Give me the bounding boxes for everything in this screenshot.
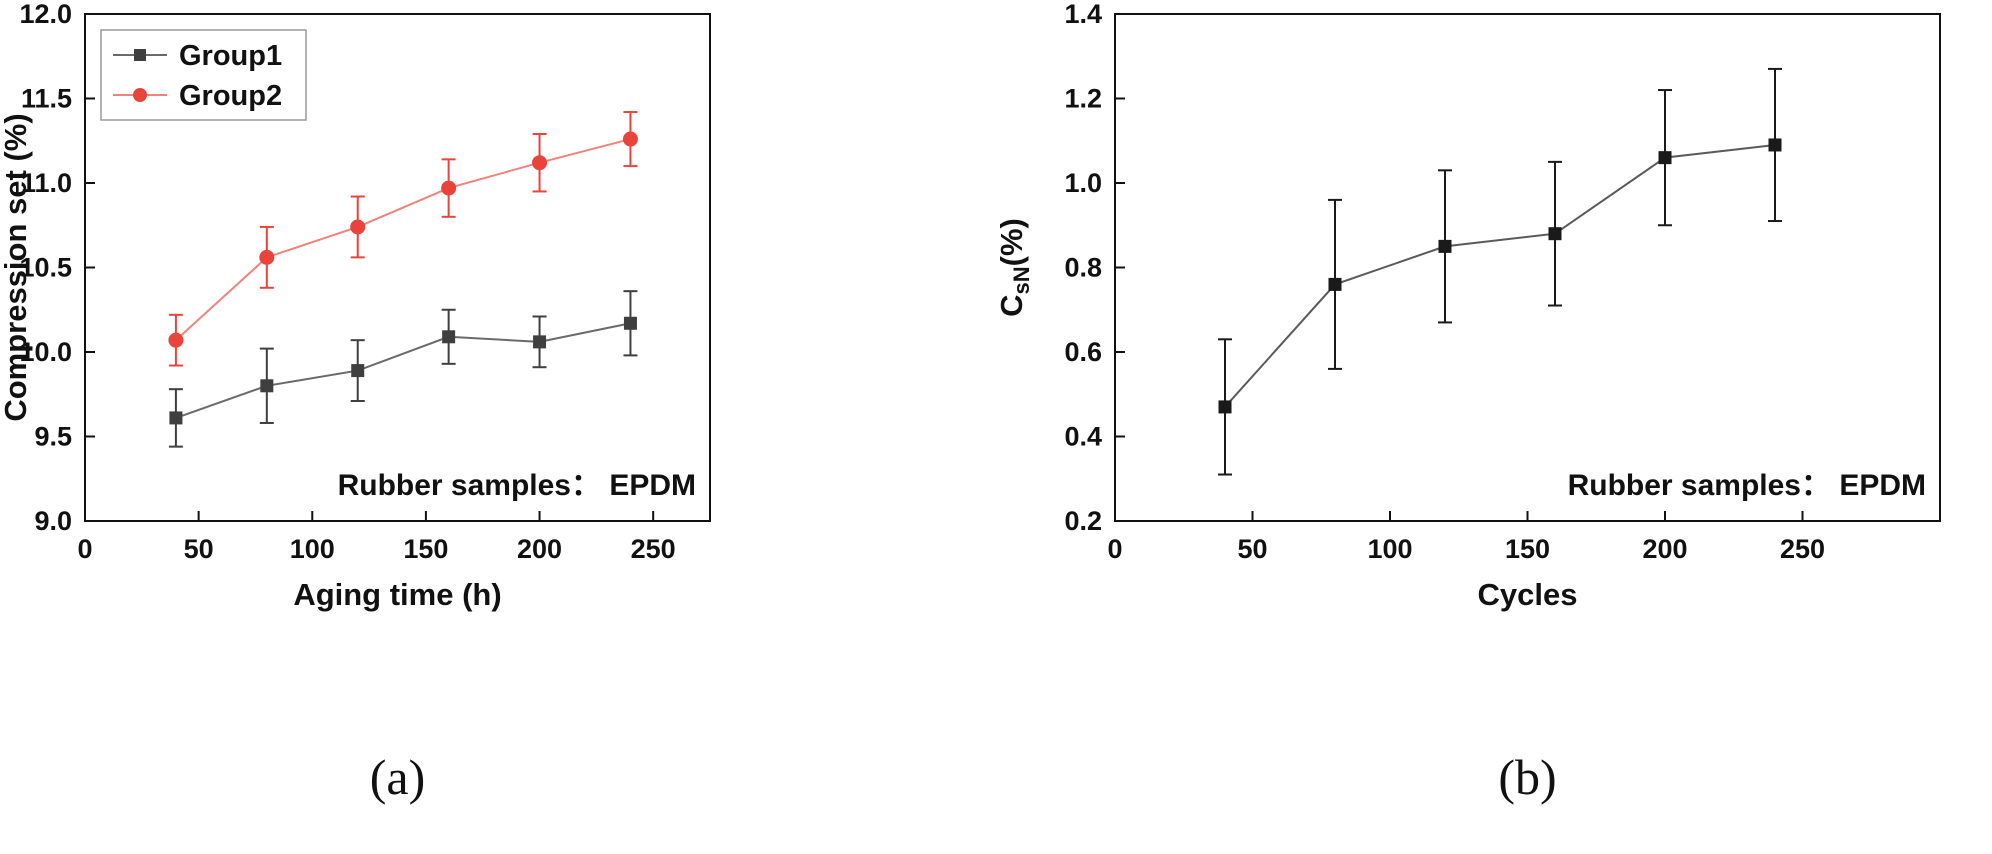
square-marker [1768, 138, 1782, 152]
x-tick-label: 250 [1780, 534, 1825, 564]
y-tick-label: 1.2 [1064, 84, 1102, 114]
square-marker [260, 379, 274, 393]
square-marker [1658, 151, 1672, 165]
legend-label: Group2 [179, 80, 282, 112]
y-tick-label: 10.5 [19, 253, 72, 283]
caption-a: (a) [369, 749, 426, 805]
y-tick-label: 0.8 [1064, 253, 1102, 283]
x-tick-label: 200 [1642, 534, 1687, 564]
plot-frame [1114, 13, 1941, 522]
x-axis-label: Aging time (h) [293, 577, 501, 612]
legend-square-marker-icon [134, 49, 146, 61]
series-Group1 [168, 290, 638, 448]
chart-b-canvas: 0 50 100 150 200 250 0.2 0.4 0.6 0.8 1.0 1.2 1.4 Cycl… [996, 0, 1941, 612]
chart-panel-a: 0 50 100 150 200 250 9.0 9.5 10.0 10.5 11.0 11.5 12.… [0, 0, 711, 805]
circle-marker [259, 249, 275, 265]
y-tick-label: 9.5 [34, 422, 72, 452]
y-tick-label: 12.0 [19, 0, 72, 29]
x-tick-label: 0 [77, 534, 92, 564]
legend: Group1 Group2 [100, 29, 307, 121]
series-line [175, 138, 631, 341]
square-marker [1438, 239, 1452, 253]
legend-box [100, 29, 307, 121]
x-tick-label: 100 [290, 534, 335, 564]
square-marker [442, 330, 456, 344]
circle-marker [441, 180, 457, 196]
y-tick-label: 10.0 [19, 337, 72, 367]
y-tick-label: 0.2 [1064, 506, 1102, 536]
annotation-rubber-samples: Rubber samples： EPDM [1568, 469, 1926, 502]
chart-a-canvas: 0 50 100 150 200 250 9.0 9.5 10.0 10.5 11.0 11.5 12.… [0, 0, 711, 612]
x-axis-label: Cycles [1478, 577, 1578, 612]
series-Group2 [168, 111, 638, 367]
x-tick-label: 50 [1237, 534, 1267, 564]
square-marker [623, 316, 637, 330]
x-tick-label: 0 [1107, 534, 1122, 564]
legend-label: Group1 [179, 40, 282, 72]
x-tick-label: 150 [1505, 534, 1550, 564]
square-marker [533, 335, 547, 349]
caption-b: (b) [1498, 749, 1557, 805]
y-tick-label: 9.0 [34, 506, 72, 536]
x-tick-label: 50 [184, 534, 214, 564]
square-marker [1548, 227, 1562, 241]
axes: 0 50 100 150 200 250 9.0 9.5 10.0 10.5 11.0 11.5 12.… [19, 0, 675, 564]
axes: 0 50 100 150 200 250 0.2 0.4 0.6 0.8 1.0 1.2 1.4 [1064, 0, 1825, 564]
x-tick-label: 150 [403, 534, 448, 564]
legend-circle-marker-icon [133, 88, 147, 102]
y-tick-label: 0.6 [1064, 337, 1102, 367]
y-tick-label: 0.4 [1064, 422, 1102, 452]
square-marker [1328, 277, 1342, 291]
chart-panel-b: 0 50 100 150 200 250 0.2 0.4 0.6 0.8 1.0 1.2 1.4 Cycl… [996, 0, 1992, 854]
legend-item-Group2: Group2 [113, 80, 282, 112]
y-tick-label: 11.5 [21, 84, 72, 114]
circle-marker [350, 219, 366, 235]
y-axis-label: CsN(%) [996, 218, 1034, 317]
x-tick-label: 250 [631, 534, 676, 564]
y-tick-label: 1.0 [1064, 168, 1102, 198]
y-tick-label: 11.0 [21, 168, 72, 198]
series-line [1224, 143, 1776, 408]
circle-marker [168, 332, 184, 348]
square-marker [169, 411, 183, 425]
x-tick-label: 100 [1367, 534, 1412, 564]
circle-marker [622, 131, 638, 147]
y-tick-label: 1.4 [1064, 0, 1102, 29]
legend-item-Group1: Group1 [113, 40, 282, 72]
circle-marker [532, 155, 548, 171]
x-tick-label: 200 [517, 534, 562, 564]
series-line [175, 322, 631, 419]
annotation-rubber-samples: Rubber samples： EPDM [338, 469, 696, 502]
square-marker [351, 364, 365, 378]
square-marker [1218, 400, 1232, 414]
series-CsN [1218, 67, 1782, 476]
y-axis-label: Compression set (%) [0, 113, 33, 421]
